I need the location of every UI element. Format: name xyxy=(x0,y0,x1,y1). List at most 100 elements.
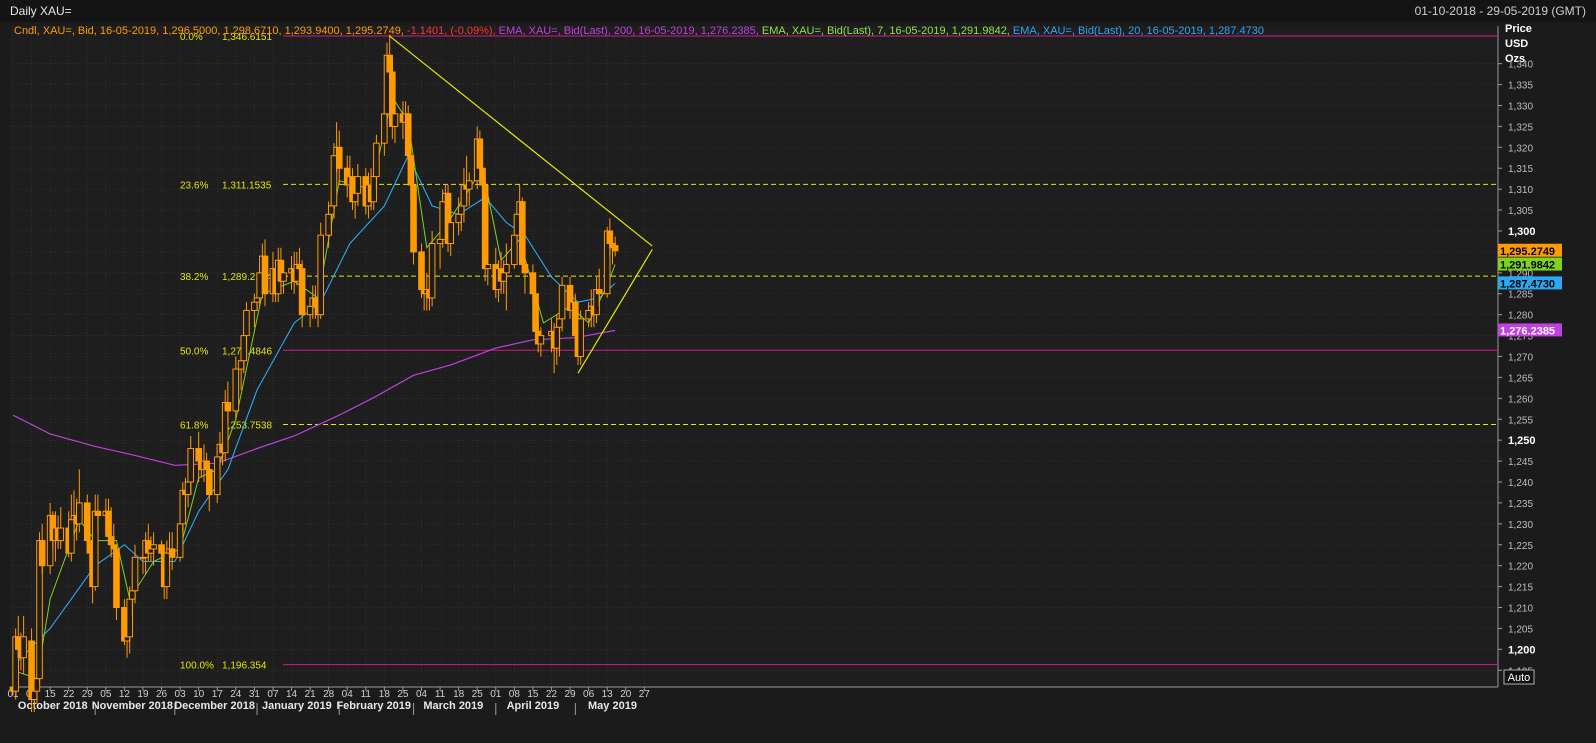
candle-body xyxy=(38,540,46,567)
x-tick-label: 15 xyxy=(45,689,57,700)
fib-level-percent: 61.8% xyxy=(180,420,208,431)
fib-level-value: 1,271.4846 xyxy=(222,346,272,357)
candle-body xyxy=(240,335,248,362)
candle-body xyxy=(105,510,112,537)
chart-title: Daily XAU= xyxy=(10,4,72,18)
x-tick-label: 29 xyxy=(82,689,94,700)
price-tag-label: 1,287.4730 xyxy=(1500,278,1555,290)
candle-body xyxy=(521,263,529,274)
x-tick-label: 19 xyxy=(137,689,149,700)
price-axis-header: Price xyxy=(1505,23,1532,35)
candle-body xyxy=(33,678,41,692)
candle-body xyxy=(224,402,232,412)
price-tag xyxy=(1498,323,1562,337)
candle-body xyxy=(123,636,131,642)
candle-body xyxy=(481,184,489,270)
candle-body xyxy=(553,326,561,349)
candle-body xyxy=(91,510,99,588)
candle-body xyxy=(529,272,537,295)
candle-body xyxy=(606,230,614,245)
month-label: December 2018 xyxy=(174,700,255,712)
candle-body xyxy=(585,309,592,320)
candle-body xyxy=(129,590,136,600)
candle-body xyxy=(410,184,417,253)
x-tick-label: 11 xyxy=(435,689,446,700)
candle-body xyxy=(184,481,192,496)
candle-body xyxy=(253,297,261,303)
x-tick-label: 07 xyxy=(267,689,279,700)
x-tick-label: 04 xyxy=(416,689,428,700)
y-tick-label: 1,335 xyxy=(1508,81,1533,92)
candle-body xyxy=(187,448,195,483)
candle-body xyxy=(83,502,91,542)
candle-body xyxy=(386,54,393,73)
candle-body xyxy=(455,213,462,224)
candle-body xyxy=(328,205,335,215)
y-tick-label: 1,315 xyxy=(1508,164,1533,175)
candle-body xyxy=(317,234,325,316)
fib-level-value: 1,253.7538 xyxy=(222,420,272,431)
candle-body xyxy=(163,552,171,588)
y-tick-label: 1,270 xyxy=(1508,353,1533,364)
x-tick-label: 04 xyxy=(342,689,354,700)
month-label: March 2019 xyxy=(423,700,483,712)
candle-body xyxy=(205,468,213,496)
month-label: February 2019 xyxy=(336,700,411,712)
candle-body xyxy=(86,540,94,554)
candle-body xyxy=(76,502,83,525)
x-tick-label: 18 xyxy=(379,689,391,700)
candle-body xyxy=(351,192,359,203)
candle-body xyxy=(15,636,22,650)
candle-body xyxy=(611,245,619,252)
legend-item: EMA, XAU=, Bid(Last), 7, 16-05-2019, 1,2… xyxy=(759,25,1010,37)
candle-body xyxy=(296,263,303,270)
x-tick-label: 05 xyxy=(100,689,112,700)
fib-level-percent: 38.2% xyxy=(180,272,208,283)
candle-body xyxy=(213,456,221,496)
x-tick-label: 28 xyxy=(323,689,335,700)
y-tick-label: 1,285 xyxy=(1508,290,1533,301)
ema-20-line xyxy=(12,154,616,667)
price-tag xyxy=(1498,243,1562,257)
candle-body xyxy=(476,138,484,169)
candle-body xyxy=(121,607,128,642)
legend-text: Cndl, XAU=, Bid, 16-05-2019, 1,296.5000,… xyxy=(14,25,1264,37)
trendline xyxy=(389,35,653,247)
legend-item: EMA, XAU=, Bid(Last), 20, 16-05-2019, 1,… xyxy=(1010,25,1264,37)
candle-body xyxy=(556,318,563,328)
y-tick-label: 1,200 xyxy=(1508,644,1536,656)
y-tick-label: 1,265 xyxy=(1508,373,1533,384)
candle-body xyxy=(354,176,362,194)
fib-level-percent: 23.6% xyxy=(180,180,208,191)
candle-body xyxy=(373,142,380,178)
candle-body xyxy=(391,113,399,127)
fib-level-percent: 50.0% xyxy=(180,346,208,357)
candle-body xyxy=(537,335,545,345)
candle-body xyxy=(306,305,314,316)
candle-body xyxy=(68,519,75,554)
fib-level-percent: 0.0% xyxy=(180,32,203,43)
candle-body xyxy=(298,268,306,316)
fib-level-value: 1,196.354 xyxy=(222,661,267,672)
price-tag xyxy=(1498,276,1562,290)
candle-body xyxy=(113,548,120,609)
candle-body xyxy=(176,523,184,558)
candle-body xyxy=(280,272,287,282)
x-tick-label: 17 xyxy=(212,689,224,700)
legend-item: Cndl, XAU=, Bid, 16-05-2019, 1,296.5000,… xyxy=(14,25,404,37)
candle-body xyxy=(436,238,444,245)
auto-scale-button[interactable] xyxy=(1503,669,1535,685)
x-tick-label: 15 xyxy=(527,689,539,700)
candle-body xyxy=(195,448,202,462)
y-tick-label: 1,250 xyxy=(1508,435,1536,447)
candle-body xyxy=(428,243,436,299)
candle-body xyxy=(447,222,454,245)
candle-body xyxy=(57,527,65,542)
x-tick-label: 27 xyxy=(639,689,651,700)
y-tick-label: 1,260 xyxy=(1508,394,1533,405)
candle-body xyxy=(261,255,269,295)
price-axis-header: Ozs xyxy=(1505,53,1525,65)
candle-body xyxy=(439,201,447,240)
x-tick-label: 13 xyxy=(602,689,614,700)
